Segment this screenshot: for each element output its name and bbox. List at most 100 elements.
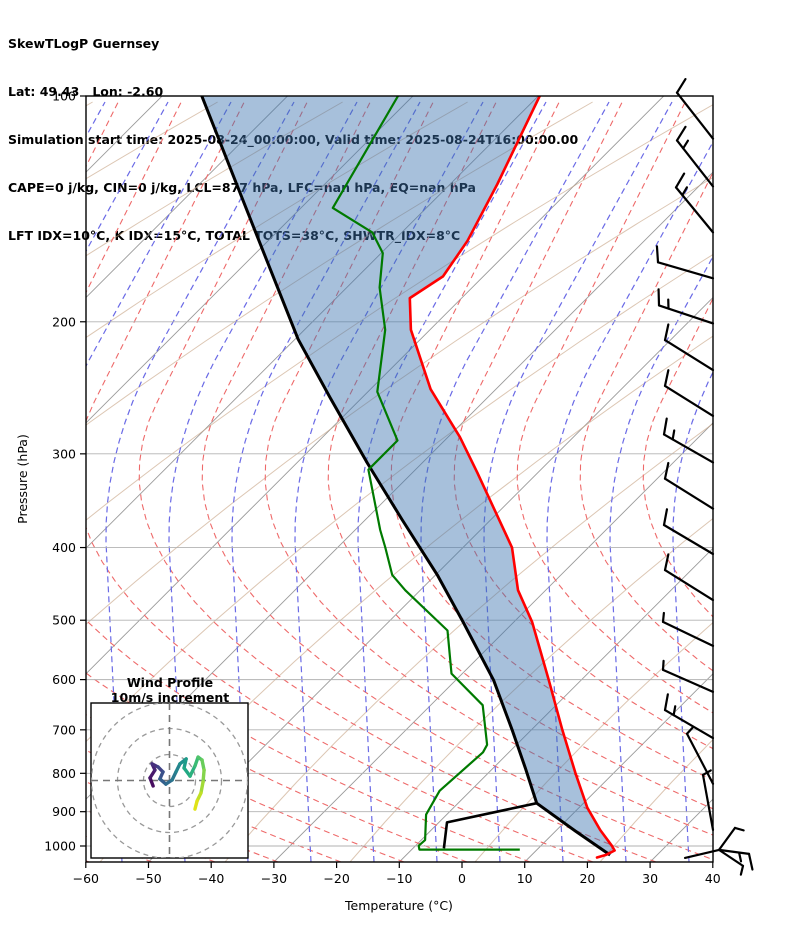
- sounding-curves: [200, 96, 616, 859]
- x-tick-label: −50: [135, 871, 161, 886]
- y-tick-label: 900: [52, 804, 76, 819]
- red-dashed-adiabat: [642, 297, 713, 618]
- wind-barb-staff: [675, 139, 715, 188]
- wind-barb-tick: [671, 429, 676, 441]
- hodograph-trace-segment: [200, 758, 206, 772]
- shaded-region: [201, 96, 615, 855]
- isotherm-line: [86, 96, 665, 675]
- hodograph-trace-segment: [199, 780, 205, 795]
- blue-dashed-adiabat: [609, 255, 713, 862]
- x-tick-label: 20: [579, 871, 595, 886]
- wind-barb-staff: [675, 91, 715, 140]
- wind-barb-tick: [701, 769, 712, 777]
- hodograph-trace-segment: [188, 764, 197, 778]
- isotherm-line: [86, 96, 288, 299]
- wind-barb-staff: [717, 826, 737, 851]
- chart-header: SkewTLogP Guernsey Lat: 49.43 Lon: -2.60…: [8, 4, 578, 260]
- isotherm-line: [524, 673, 713, 862]
- blue-dashed-adiabat: [168, 101, 358, 862]
- wind-barb-staff: [683, 848, 721, 859]
- isotherm-line: [398, 547, 713, 862]
- blue-dashed-adiabat: [86, 101, 232, 368]
- wind-barb-tick: [675, 125, 687, 142]
- wind-barb-tick: [733, 826, 745, 832]
- dry-adiabat-tan: [86, 176, 713, 626]
- wind-barb-tick: [675, 78, 687, 94]
- isotherm-line: [148, 296, 713, 862]
- wind-barb-tick: [663, 461, 670, 480]
- isotherm-line: [86, 96, 414, 424]
- y-tick-label: 800: [52, 766, 76, 781]
- x-tick-label: −20: [323, 871, 349, 886]
- wind-barb-staff: [662, 523, 715, 556]
- wind-barb-staff: [662, 433, 715, 464]
- dry-adiabat-tan: [86, 101, 343, 257]
- wind-barb-staff: [663, 477, 715, 510]
- dry-adiabat-tan: [86, 104, 713, 521]
- red-dashed-adiabat: [86, 101, 531, 862]
- wind-barb-tick: [739, 864, 745, 876]
- wind-barb-tick: [655, 245, 660, 264]
- y-tick-label: 200: [52, 314, 76, 329]
- hodograph-inset: [90, 702, 249, 859]
- wind-barb-tick: [674, 172, 686, 189]
- y-tick-label: 1000: [44, 839, 76, 854]
- blue-dashed-adiabat: [105, 101, 295, 862]
- hodograph-subtitle: 10m/s increment: [111, 690, 229, 705]
- wind-barb-staff: [674, 186, 715, 234]
- y-tick-label: 300: [52, 446, 76, 461]
- y-axis-label: Pressure (hPa): [15, 434, 30, 524]
- dry-adiabat-tan: [86, 101, 93, 107]
- wind-barb-staff: [657, 304, 715, 325]
- hodograph-trace-segment: [193, 799, 199, 811]
- y-tick-label: 600: [52, 672, 76, 687]
- wind-barb-tick: [685, 726, 695, 735]
- wind-barb-tick: [662, 508, 669, 527]
- wind-barb-tick: [661, 659, 665, 671]
- y-tick-label: 500: [52, 613, 76, 628]
- wind-barb-tick: [682, 139, 690, 150]
- blue-dashed-adiabat: [483, 101, 673, 862]
- parcel-curve: [200, 96, 611, 857]
- hodograph-interior: [91, 703, 248, 858]
- wind-barb-staff: [685, 732, 715, 785]
- blue-dashed-adiabat: [546, 140, 713, 862]
- wind-barb-tick: [661, 611, 665, 623]
- blue-dashed-adiabat: [672, 370, 713, 862]
- y-tick-label: 100: [52, 89, 76, 104]
- blue-dashed-adiabat: [357, 101, 547, 862]
- x-tick-label: 30: [642, 871, 658, 886]
- wind-barb-tick: [663, 323, 670, 342]
- dewpoint-curve: [331, 96, 520, 851]
- wind-barb-staff: [717, 848, 751, 855]
- chart-latlon: Lat: 49.43 Lon: -2.60: [8, 84, 164, 99]
- wind-barbs: [655, 78, 754, 876]
- parcel-branch-curve: [442, 801, 537, 849]
- temperature-curve: [408, 96, 616, 859]
- blue-dashed-adiabat: [231, 101, 421, 862]
- dry-adiabat-tan: [599, 738, 713, 862]
- x-tick-label: 10: [517, 871, 533, 886]
- wind-barb-staff: [663, 568, 715, 602]
- isotherm-line: [649, 798, 713, 862]
- wind-barb-staff: [663, 708, 715, 740]
- red-dashed-adiabat: [390, 101, 713, 781]
- wind-barb-staff: [661, 620, 715, 647]
- x-tick-label: 40: [705, 871, 721, 886]
- hodograph-title: Wind Profile: [127, 675, 213, 690]
- wind-barb-tick: [663, 693, 669, 712]
- wind-barb-staff: [717, 848, 745, 867]
- x-axis-label: Temperature (°C): [344, 898, 453, 913]
- red-dashed-adiabat: [138, 101, 657, 862]
- red-dashed-adiabat: [453, 101, 713, 750]
- dry-adiabat-tan: [474, 621, 713, 862]
- hodograph-trace-segment: [201, 768, 206, 784]
- red-dashed-adiabat: [327, 101, 713, 810]
- wind-barb-tick: [663, 369, 670, 387]
- y-tick-label: 700: [52, 722, 76, 737]
- wind-barb-staff: [656, 261, 715, 280]
- red-dashed-adiabat: [579, 171, 713, 672]
- blue-dashed-adiabat: [420, 101, 610, 862]
